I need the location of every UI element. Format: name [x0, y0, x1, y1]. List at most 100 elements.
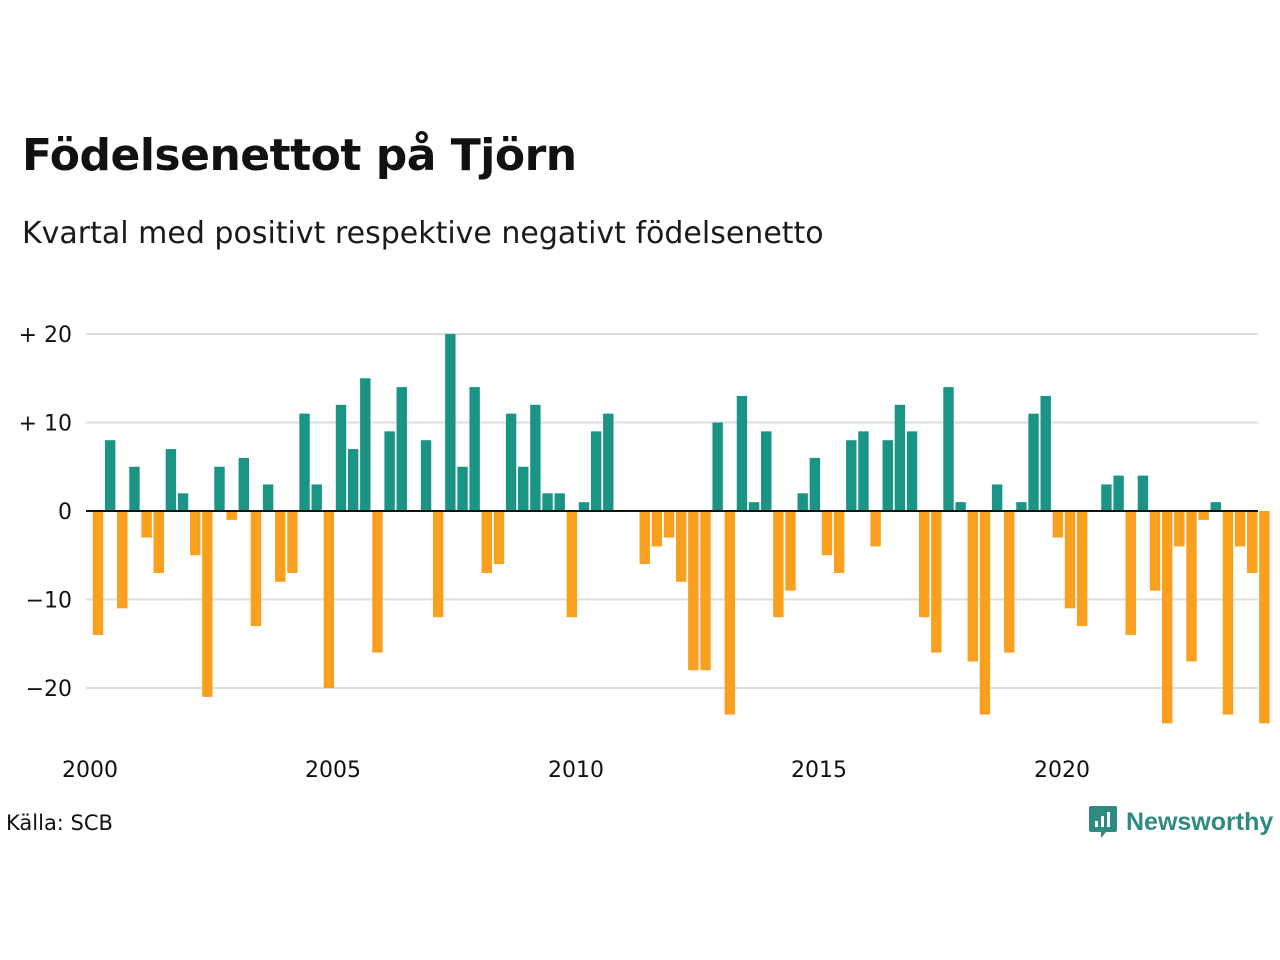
bar-positive	[518, 466, 529, 511]
x-tick-label: 2015	[791, 758, 847, 783]
bar-negative	[967, 511, 978, 662]
bar-positive	[590, 431, 602, 511]
bar-negative	[226, 511, 237, 520]
bar-negative	[663, 511, 675, 538]
bar-negative	[1004, 511, 1015, 653]
brand-logo: Newsworthy	[1088, 804, 1273, 840]
bar-negative	[676, 511, 687, 582]
bar-negative	[639, 511, 650, 565]
bar-positive	[991, 484, 1003, 511]
bar-positive	[761, 431, 772, 511]
bar-negative	[773, 511, 784, 618]
axes: + 20 + 10 0 −10 −20 2000 2005 2010 2015 2020	[19, 323, 1258, 783]
x-tick-label: 2020	[1034, 758, 1090, 783]
bar-positive	[846, 440, 857, 511]
bar-negative	[724, 511, 735, 715]
bar-negative	[190, 511, 201, 556]
bar-negative	[1186, 511, 1197, 662]
bar-positive	[384, 431, 395, 511]
bar-positive	[238, 457, 249, 511]
bar-negative	[1064, 511, 1076, 609]
bar-negative	[919, 511, 930, 618]
bar-negative	[688, 511, 699, 671]
bar-positive	[445, 334, 456, 511]
bar-positive	[955, 502, 966, 511]
bar-negative	[141, 511, 152, 538]
bar-positive	[1028, 413, 1039, 511]
bar-positive	[809, 457, 821, 511]
bar-negative	[1174, 511, 1185, 547]
bar-positive	[469, 387, 480, 511]
bar-positive	[505, 413, 517, 511]
bar-positive	[906, 431, 918, 511]
bar-positive	[748, 502, 760, 511]
bar-negative	[1076, 511, 1088, 627]
bar-positive	[360, 378, 371, 511]
bar-positive	[943, 387, 954, 511]
bar-positive	[335, 404, 347, 511]
x-tick-label: 2000	[62, 758, 118, 783]
bar-negative	[275, 511, 286, 582]
x-tick-label: 2010	[548, 758, 604, 783]
bar-negative	[1052, 511, 1064, 538]
bar-negative	[323, 511, 335, 688]
bar-negative	[1149, 511, 1161, 591]
bar-positive	[578, 502, 590, 511]
bar-negative	[566, 511, 578, 618]
bar-negative	[1162, 511, 1173, 724]
bar-negative	[372, 511, 383, 653]
x-tick-label: 2005	[305, 758, 361, 783]
chart-title: Födelsenettot på Tjörn	[22, 130, 577, 181]
bar-positive	[858, 431, 869, 511]
bar-positive	[165, 449, 177, 511]
y-tick-label: 0	[58, 500, 72, 525]
bar-negative	[117, 511, 128, 609]
bar-positive	[797, 493, 808, 511]
bar-positive	[457, 466, 468, 511]
bar-negative	[153, 511, 164, 573]
bar-positive	[603, 413, 614, 511]
bar-positive	[1113, 475, 1124, 511]
bar-negative	[202, 511, 213, 697]
bar-positive	[554, 493, 565, 511]
bar-positive	[1101, 484, 1112, 511]
bar-positive	[262, 484, 274, 511]
bar-positive	[894, 404, 906, 511]
y-tick-label: −10	[26, 589, 72, 614]
chart-subtitle: Kvartal med positivt respektive negativt…	[22, 216, 824, 251]
y-tick-label: + 20	[19, 323, 72, 348]
bar-positive	[736, 395, 748, 511]
brand-name: Newsworthy	[1126, 807, 1274, 836]
bar-negative	[250, 511, 262, 627]
bar-negative	[1259, 511, 1270, 724]
bar-positive	[530, 404, 541, 511]
y-tick-label: −20	[26, 677, 72, 702]
bar-negative	[651, 511, 663, 547]
bar-positive	[1040, 395, 1051, 511]
bar-positive	[396, 387, 407, 511]
bar-negative	[287, 511, 298, 573]
bar-positive	[177, 493, 189, 511]
bar-positive	[1210, 502, 1221, 511]
bar-positive	[214, 466, 225, 511]
bar-positive	[347, 449, 359, 511]
bar-negative	[979, 511, 991, 715]
bar-negative	[433, 511, 444, 618]
bar-negative	[1222, 511, 1234, 715]
bar-negative	[1198, 511, 1209, 520]
y-tick-label: + 10	[19, 412, 72, 437]
bar-negative	[785, 511, 796, 591]
bar-positive	[542, 493, 553, 511]
bar-negative	[493, 511, 505, 565]
bar-negative	[481, 511, 492, 573]
bar-negative	[1125, 511, 1136, 635]
bar-positive	[311, 484, 322, 511]
bar-positive	[299, 413, 310, 511]
bar-negative	[1234, 511, 1246, 547]
bar-negative	[700, 511, 711, 671]
bar-positive	[129, 466, 140, 511]
bar-negative	[821, 511, 833, 556]
grid-lines	[86, 333, 1258, 689]
bar-positive	[104, 440, 116, 511]
